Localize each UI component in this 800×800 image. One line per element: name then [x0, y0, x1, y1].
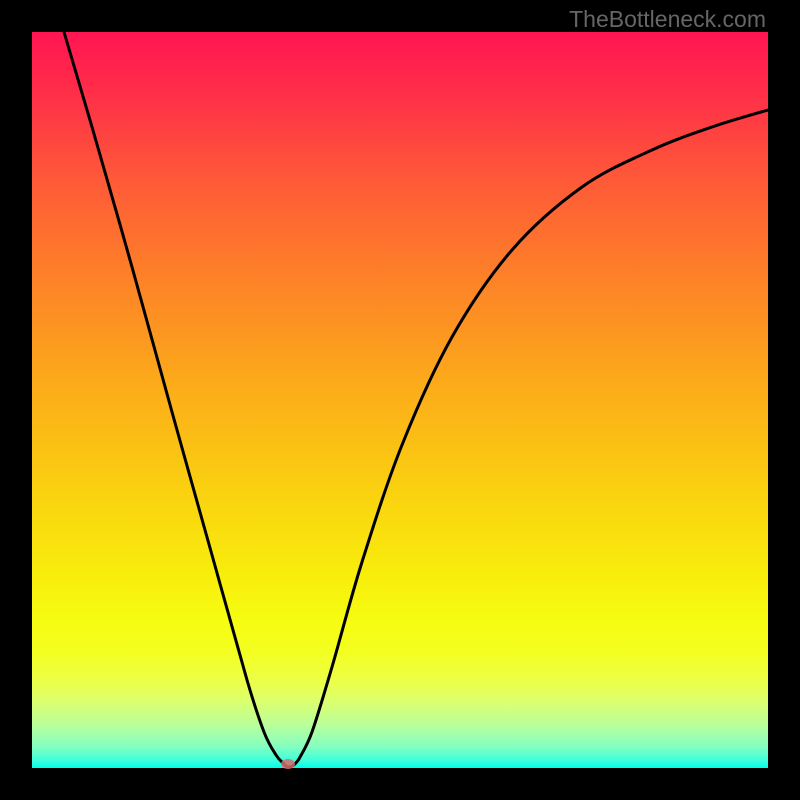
plot-area — [32, 32, 768, 768]
chart-frame: TheBottleneck.com — [0, 0, 800, 800]
watermark-text: TheBottleneck.com — [569, 6, 766, 33]
